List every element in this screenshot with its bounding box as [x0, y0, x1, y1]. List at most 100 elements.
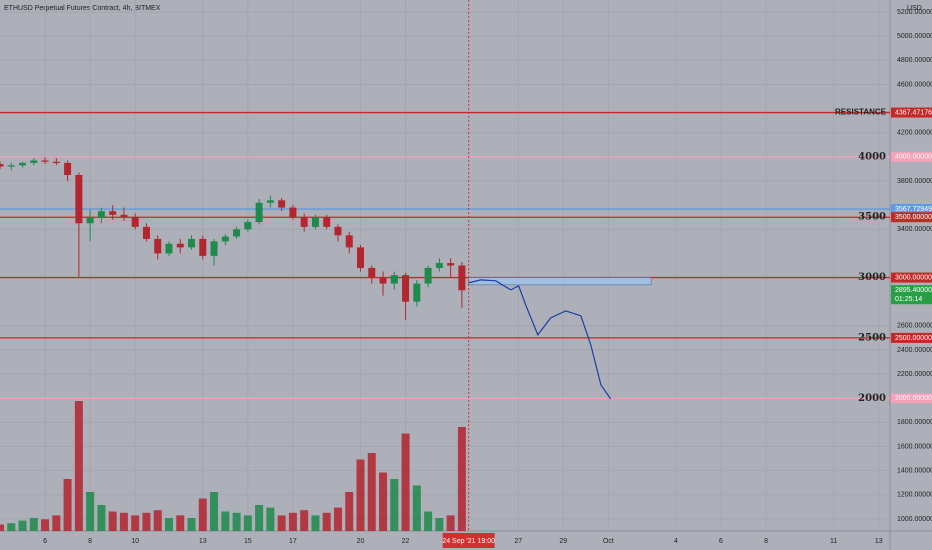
volume-bar	[7, 523, 16, 531]
candle-body	[289, 207, 297, 218]
candle-body	[41, 160, 49, 162]
x-tick-label: 8	[764, 538, 768, 545]
x-tick-label: 22	[402, 538, 410, 545]
volume-bar	[131, 515, 140, 531]
y-tick-label: 4600.00000	[897, 81, 932, 88]
volume-bar	[187, 518, 196, 531]
last-price-tag	[891, 285, 932, 305]
candle-body	[233, 229, 241, 237]
x-tick-label: 8	[88, 538, 92, 545]
volume-bar	[446, 515, 455, 531]
x-tick-label: 27	[514, 538, 522, 545]
level-tag	[891, 212, 932, 223]
candle-body	[221, 236, 229, 242]
level-tag-label: 3500.00000	[895, 214, 932, 221]
candle-body	[120, 214, 128, 218]
candle-body	[64, 162, 72, 175]
volume-bar	[0, 524, 4, 531]
candle-body	[75, 174, 83, 224]
volume-bar	[300, 510, 309, 531]
volume-bar	[52, 515, 61, 531]
volume-bar	[86, 492, 95, 531]
x-tick-label: 13	[875, 538, 883, 545]
volume-bar	[210, 492, 219, 531]
chart-title: ETHUSD Perpetual Futures Contract, 4h, B…	[4, 5, 161, 12]
countdown: 01:25:14	[895, 296, 922, 303]
candle-body	[255, 202, 263, 223]
volume-bar	[322, 512, 331, 531]
x-tick-label: 20	[357, 538, 365, 545]
candle-body	[458, 265, 466, 291]
candle-body	[413, 283, 421, 302]
x-tick-label: 11	[830, 538, 837, 545]
volume-bar	[255, 505, 264, 531]
candle-body	[52, 161, 60, 163]
y-tick-label: 2400.00000	[897, 347, 932, 354]
candle-body	[97, 211, 105, 218]
volume-bar	[232, 512, 241, 531]
volume-bar	[119, 512, 128, 531]
y-tick-label: 1400.00000	[897, 468, 932, 475]
candle-body	[266, 200, 274, 203]
candle-body	[379, 277, 387, 284]
candle-body	[19, 162, 27, 166]
candle-body	[357, 247, 365, 268]
candle-body	[30, 160, 38, 163]
volume-bar	[97, 505, 106, 531]
x-tick-label: 15	[244, 538, 252, 545]
level-big-label: 3000	[858, 272, 886, 283]
volume-bar	[176, 515, 185, 531]
volume-bar	[63, 479, 72, 531]
level-tag-label: 4367.47176	[895, 109, 932, 116]
volume-bar	[288, 512, 297, 531]
volume-bar	[435, 518, 444, 531]
x-tick-label: 13	[199, 538, 207, 545]
volume-bar	[74, 401, 83, 531]
volume-bar	[277, 515, 286, 531]
level-tag-label: 3000.00000	[895, 274, 932, 281]
y-tick-label: 4200.00000	[897, 130, 932, 137]
volume-bar	[41, 519, 50, 531]
volume-bar	[390, 479, 399, 531]
x-tick-label: 10	[131, 538, 139, 545]
crosshair-label: 24 Sep '21 19:00	[442, 538, 495, 545]
volume-bar	[18, 520, 27, 531]
volume-bar	[333, 507, 342, 531]
candle-body	[165, 243, 173, 254]
candle-body	[131, 217, 139, 227]
volume-bar	[164, 518, 173, 531]
volume-bar	[243, 515, 252, 531]
level-big-label: 4000	[858, 151, 886, 162]
last-price-label: 2895.40000	[895, 287, 932, 294]
candle-body	[244, 222, 252, 230]
y-tick-label: 3400.00000	[897, 226, 932, 233]
level-tag-label: 4000.00000	[895, 154, 932, 161]
volume-bar	[198, 498, 207, 531]
forecast-line	[468, 279, 612, 400]
volume-bar	[424, 511, 433, 531]
level-tag-label: 3567.72949	[895, 206, 932, 213]
y-tick-label: 3800.00000	[897, 178, 932, 185]
candle-body	[334, 226, 342, 236]
level-big-label: 3500	[858, 212, 886, 223]
candle-body	[0, 164, 4, 167]
volume-bar	[379, 472, 388, 531]
crosshair-tag	[442, 533, 495, 548]
candle-body	[402, 275, 410, 302]
volume-bar	[29, 518, 38, 531]
volume-bar	[457, 427, 466, 531]
volume-bar	[401, 433, 410, 531]
volume-bar	[108, 511, 117, 531]
candle-body	[424, 267, 432, 284]
candle-body	[311, 217, 319, 227]
y-tick-label: 1600.00000	[897, 443, 932, 450]
candle-body	[142, 226, 150, 239]
candle-body	[188, 238, 196, 248]
level-big-label: 2000	[858, 393, 886, 404]
level-tag	[891, 332, 932, 343]
y-tick-label: 4800.00000	[897, 57, 932, 64]
level-tag	[891, 151, 932, 162]
y-tick-label: 1000.00000	[897, 516, 932, 523]
candle-body	[7, 165, 15, 167]
